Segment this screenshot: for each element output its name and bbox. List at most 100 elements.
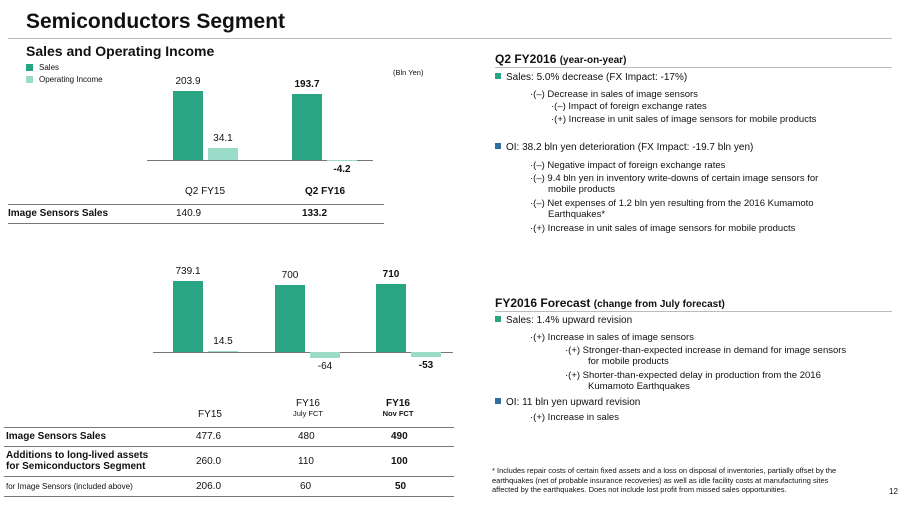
q2-sales-item-1: ·(–) Decrease in sales of image sensors [530, 89, 698, 100]
table2-top-rule [4, 427, 454, 428]
chart1-x-label-q2fy16: Q2 FY16 [304, 186, 346, 197]
chart2-x-label-fy16-july-main: FY16 [296, 398, 320, 409]
legend-sales-label: Sales [39, 62, 60, 72]
q2-oi-item-3-cont: Earthquakes* [548, 209, 606, 220]
footnote: * Includes repair costs of certain fixed… [492, 466, 892, 495]
chart1-label-oi-q2fy16: -4.2 [333, 164, 351, 176]
q2-oi-item-3: ·(–) Net expenses of 1.2 bln yen resulti… [530, 198, 814, 209]
footnote-line-3: affected by the earthquakes. Does not in… [492, 485, 787, 494]
table2-row1-fy15: 477.6 [196, 431, 222, 442]
chart2-label-oi-fy15: 14.5 [213, 335, 233, 347]
q2-oi-item-2: ·(–) 9.4 bln yen in inventory write-down… [530, 173, 819, 184]
chart2-x-label-fy16-nov-main: FY16 [386, 398, 410, 409]
q2-sales-item-3: ·(+) Increase in unit sales of image sen… [551, 114, 817, 125]
q2-heading-sub: (year-on-year) [559, 55, 627, 66]
chart2-label-oi-fy16-nov: -53 [418, 360, 434, 372]
chart1-bar-oi-q2fy16 [327, 160, 357, 162]
chart1-label-sales-q2fy15: 203.9 [175, 75, 201, 87]
forecast-sales-line: Sales: 1.4% upward revision [495, 315, 632, 326]
table2-row1-fy16-nov: 490 [391, 431, 408, 442]
chart2-axis [153, 352, 453, 353]
table2-row2-fy16-nov: 100 [391, 456, 408, 467]
chart2-bar-oi-fy15 [208, 350, 238, 352]
chart2-label-oi-fy16-july: -64 [317, 361, 333, 373]
section-title: Sales and Operating Income [26, 43, 215, 59]
q2-oi-item-1: ·(–) Negative impact of foreign exchange… [530, 160, 726, 171]
table1-top-rule [8, 204, 384, 205]
chart1-bar-sales-q2fy15 [173, 90, 203, 160]
chart2-x-label-fy16-july-sub: July FCT [293, 409, 323, 418]
table2-row3-fy16-nov: 50 [395, 481, 407, 492]
forecast-sales-item-3: ·(+) Shorter-than-expected delay in prod… [565, 370, 821, 381]
page-title: Semiconductors Segment [26, 10, 286, 33]
bullet-square-icon [495, 316, 501, 322]
legend-oi: Operating Income [26, 73, 103, 85]
table2-row2-fy16-july: 110 [298, 456, 314, 467]
forecast-sales-item-2-cont: for mobile products [588, 356, 669, 367]
chart2-bar-sales-fy16-nov [376, 284, 406, 352]
table2-rule-3 [4, 476, 454, 477]
forecast-heading-sub: (change from July forecast) [593, 299, 725, 310]
q2-sales-item-2: ·(–) Impact of foreign exchange rates [551, 101, 707, 112]
chart-legend: Sales Operating Income [26, 61, 103, 85]
chart1-x-label-q2fy15: Q2 FY15 [184, 186, 226, 197]
chart2-bar-sales-fy16-july [275, 285, 305, 352]
chart2-label-sales-fy15: 739.1 [175, 266, 201, 278]
chart2-bar-oi-fy16-july [310, 352, 340, 359]
table2-row2-fy15: 260.0 [196, 456, 222, 467]
forecast-heading: FY2016 Forecast (change from July foreca… [495, 296, 725, 310]
chart1-axis [147, 160, 373, 161]
q2-oi-item-2-cont: mobile products [548, 184, 616, 195]
chart2-x-label-fy16-nov-sub: Nov FCT [382, 409, 414, 418]
footnote-line-1: * Includes repair costs of certain fixed… [492, 466, 837, 475]
q2-oi-text: OI: 38.2 bln yen deterioration (FX Impac… [506, 142, 754, 153]
table1-value-q2fy15: 140.9 [176, 208, 202, 219]
chart2-bar-sales-fy15 [173, 281, 203, 352]
q2-oi-line: OI: 38.2 bln yen deterioration (FX Impac… [495, 142, 753, 153]
chart1-bar-sales-q2fy16 [292, 94, 322, 160]
legend-oi-swatch [26, 75, 33, 83]
legend-sales: Sales [26, 61, 103, 73]
forecast-sales-item-1: ·(+) Increase in sales of image sensors [530, 332, 694, 343]
legend-oi-label: Operating Income [39, 74, 103, 84]
table2-row3-label: for Image Sensors (included above) [6, 482, 133, 491]
chart2-x-label-fy16-july: FY16 July FCT [268, 398, 348, 418]
table2-row3-fy15: 206.0 [196, 481, 222, 492]
table2-row2-label-line1: Additions to long-lived assets [6, 450, 149, 461]
title-divider [8, 38, 892, 39]
bullet-square-icon [495, 398, 501, 404]
forecast-sales-text: Sales: 1.4% upward revision [506, 315, 633, 326]
table2-bottom-rule [4, 496, 454, 497]
forecast-sales-item-3-cont: Kumamoto Earthquakes [588, 381, 690, 392]
chart1-label-sales-q2fy16: 193.7 [294, 79, 320, 91]
table1-label: Image Sensors Sales [8, 208, 109, 219]
unit-label: (Bln Yen) [393, 68, 424, 77]
table2-row2-label: Additions to long-lived assets for Semico… [6, 450, 148, 472]
q2-heading-main: Q2 FY2016 [495, 52, 557, 66]
chart2-bar-oi-fy16-nov [411, 352, 441, 358]
chart2-label-sales-fy16-july: 700 [281, 270, 299, 281]
forecast-heading-main: FY2016 Forecast [495, 296, 591, 310]
forecast-oi-text: OI: 11 bln yen upward revision [506, 397, 641, 408]
bullet-square-icon [495, 73, 501, 79]
page-number: 12 [889, 487, 898, 496]
forecast-sales-item-2: ·(+) Stronger-than-expected increase in … [565, 345, 847, 356]
table2-row2-label-line2: for Semiconductors Segment [6, 461, 146, 472]
q2-heading: Q2 FY2016 (year-on-year) [495, 52, 626, 66]
chart2-x-label-fy16-nov: FY16 Nov FCT [358, 398, 438, 418]
forecast-oi-item-1: ·(+) Increase in sales [530, 412, 619, 423]
table2-row1-label: Image Sensors Sales [6, 431, 107, 442]
footnote-line-2: earthquakes (net of probable insurance r… [492, 475, 829, 485]
table2-row1-fy16-july: 480 [298, 431, 315, 442]
chart1-label-oi-q2fy15: 34.1 [213, 133, 233, 145]
q2-sales-text: Sales: 5.0% decrease (FX Impact: -17%) [506, 72, 688, 83]
table1-bottom-rule [8, 223, 384, 224]
legend-sales-swatch [26, 63, 33, 71]
q2-sales-line: Sales: 5.0% decrease (FX Impact: -17%) [495, 72, 687, 83]
table1-value-q2fy16: 133.2 [302, 208, 328, 219]
chart2-x-label-fy15: FY15 [198, 409, 222, 420]
forecast-oi-line: OI: 11 bln yen upward revision [495, 397, 640, 408]
table2-rule-2 [4, 446, 454, 447]
forecast-heading-rule [495, 311, 892, 312]
chart1-bar-oi-q2fy15 [208, 148, 238, 160]
